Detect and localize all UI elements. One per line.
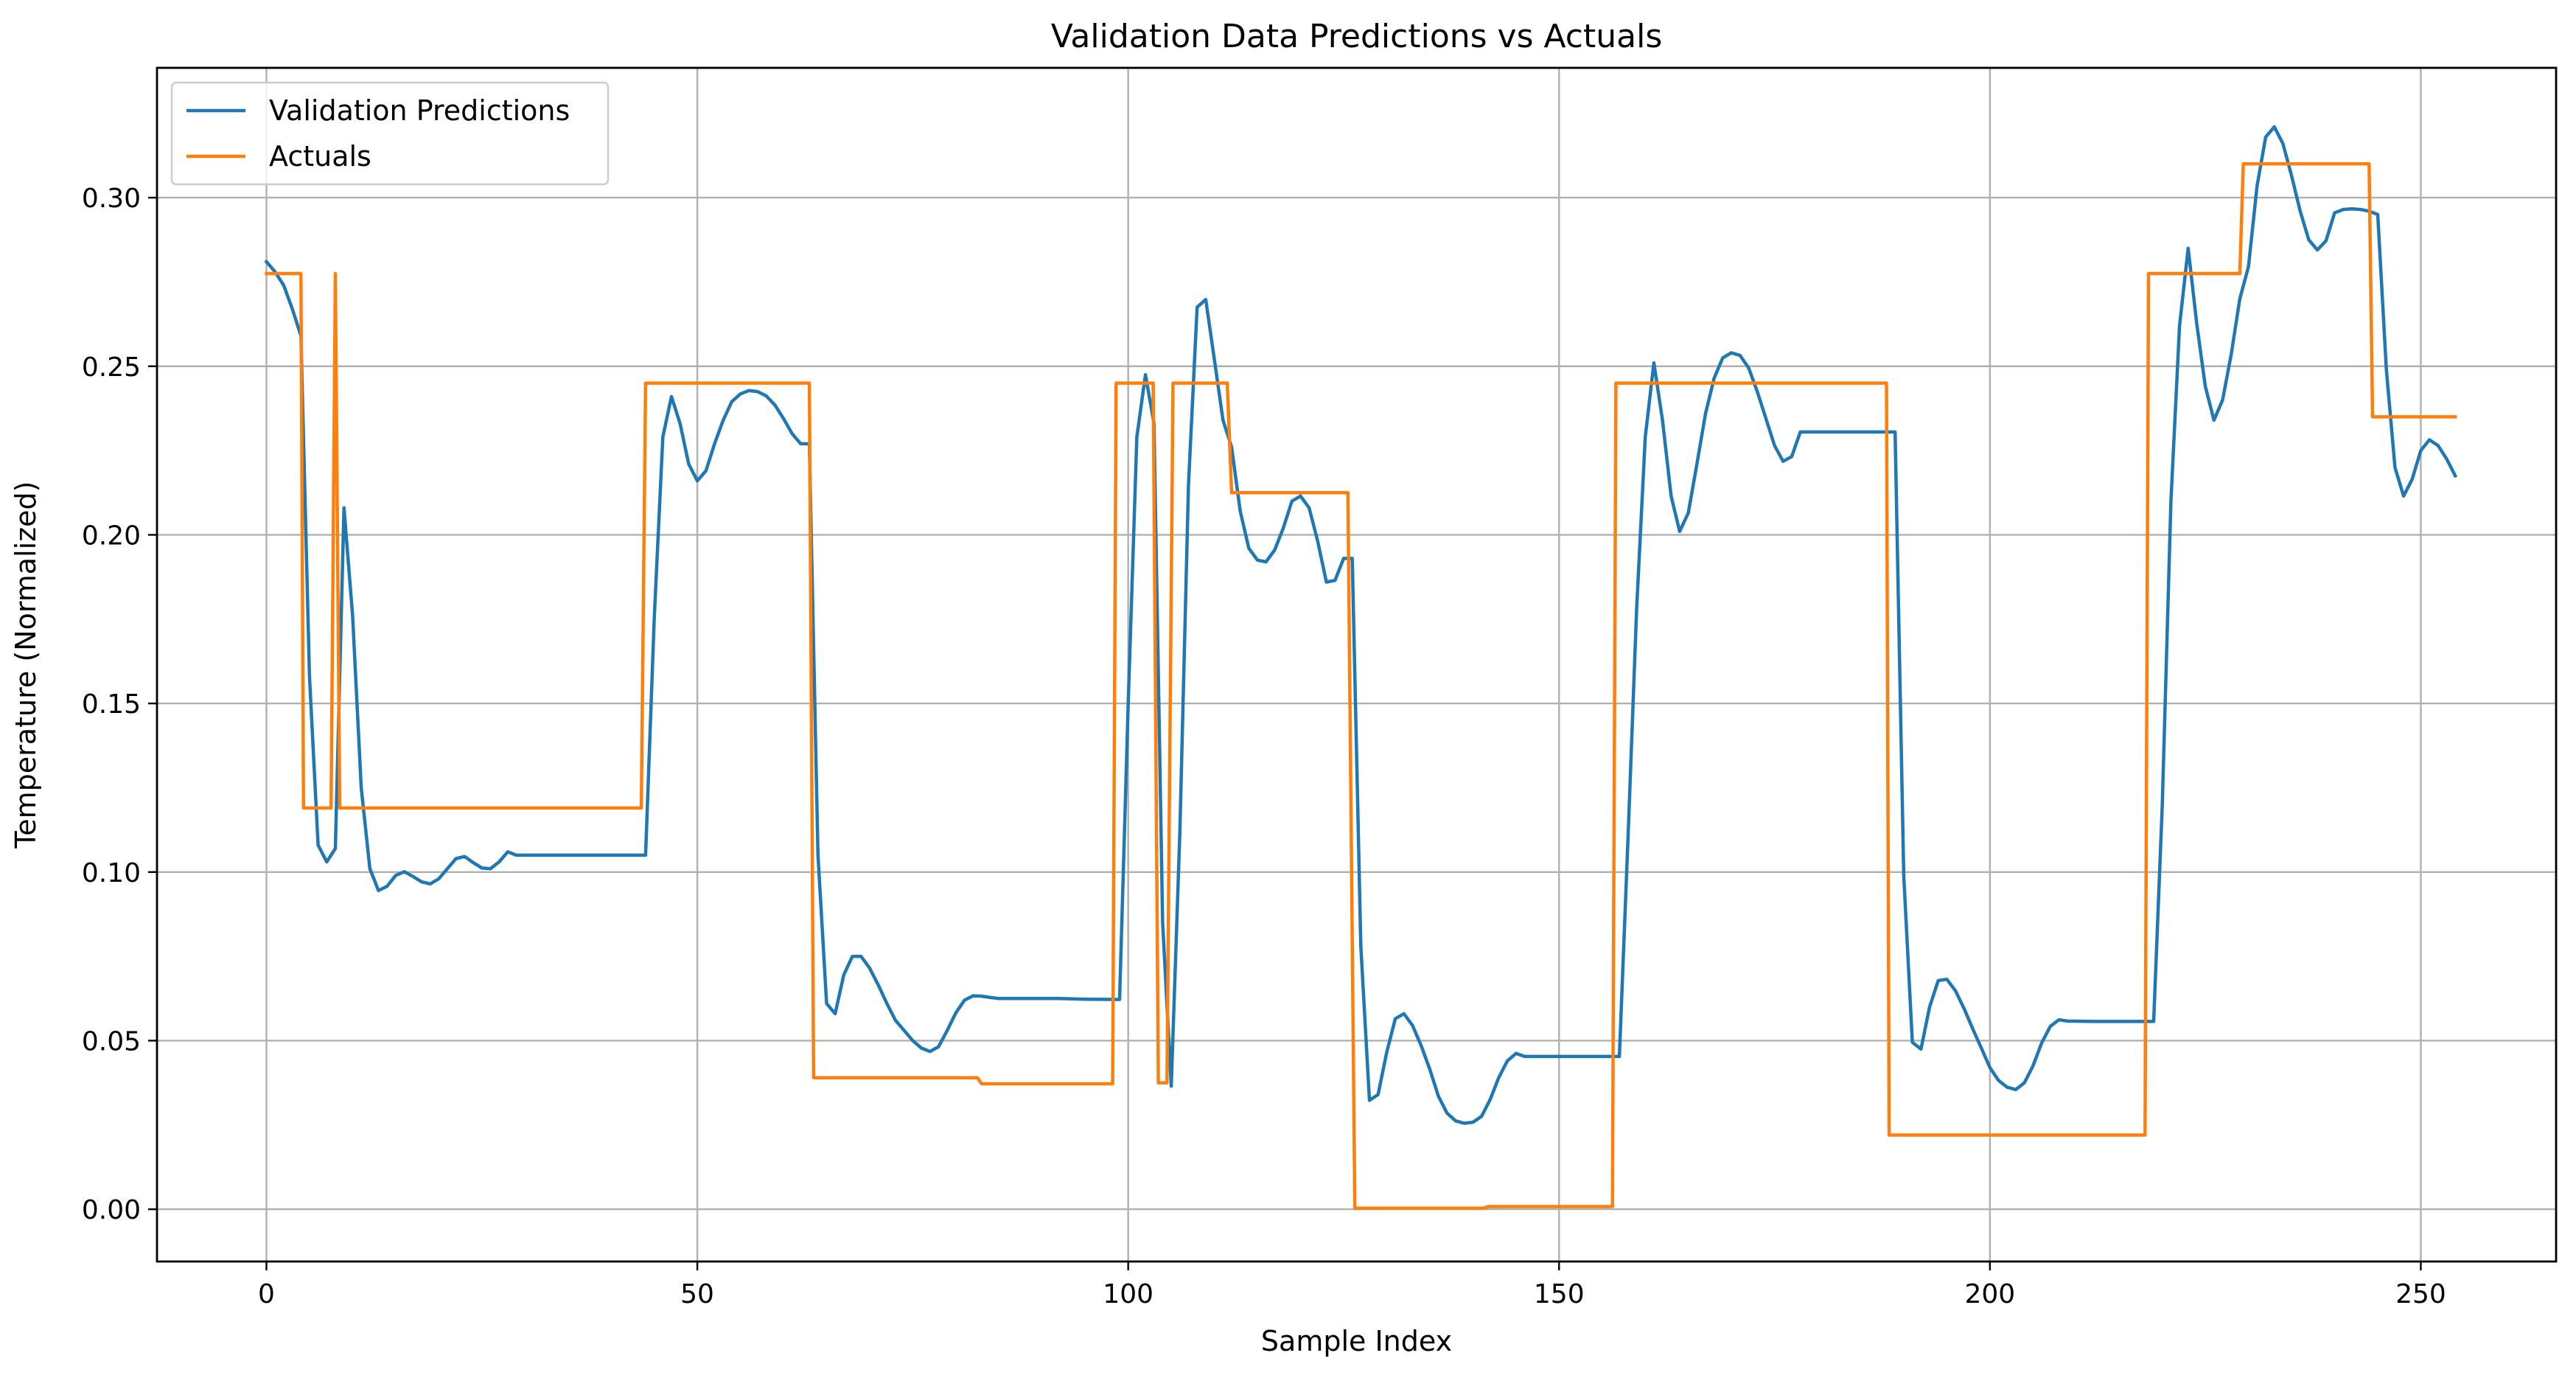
legend: Validation Predictions Actuals	[170, 81, 610, 186]
ticks-layer: 0 50 100 150 200 250 0.00 0.05 0.10 0.15 0.20 0.25 0…	[82, 184, 2446, 1309]
series-layer	[264, 125, 2458, 1210]
y-tick-label: 0.25	[82, 352, 141, 383]
x-tick-label: 50	[680, 1279, 714, 1309]
x-tick-label: 200	[1964, 1279, 2015, 1309]
legend-label-actuals: Actuals	[269, 140, 371, 173]
x-tick-label: 250	[2395, 1279, 2446, 1309]
legend-box	[170, 81, 610, 186]
plot-area-frame	[156, 66, 2558, 1263]
y-tick-label: 0.00	[82, 1195, 141, 1225]
y-tick-label: 0.20	[82, 521, 141, 551]
legend-label-validation-predictions: Validation Predictions	[269, 94, 570, 127]
grid-layer	[157, 68, 2556, 1262]
chart-title: Validation Data Predictions vs Actuals	[1051, 18, 1663, 55]
y-tick-label: 0.15	[82, 689, 141, 720]
series-line-validation-predictions	[264, 125, 2458, 1125]
x-tick-label: 100	[1103, 1279, 1153, 1309]
y-tick-label: 0.05	[82, 1026, 141, 1057]
y-axis-label: Temperature (Normalized)	[10, 481, 42, 849]
y-tick-label: 0.30	[82, 184, 141, 214]
x-tick-label: 150	[1534, 1279, 1585, 1309]
x-axis-label: Sample Index	[1261, 1325, 1452, 1357]
x-tick-label: 0	[258, 1279, 275, 1309]
series-line-actuals	[265, 162, 2457, 1210]
y-tick-label: 0.10	[82, 858, 141, 888]
